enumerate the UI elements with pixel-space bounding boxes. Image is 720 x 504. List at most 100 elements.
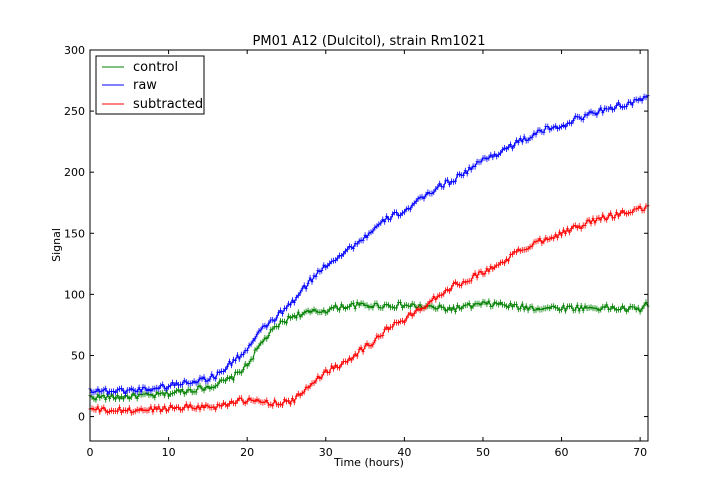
data-point-control — [129, 394, 133, 400]
data-point-subtracted — [524, 246, 528, 253]
data-point-subtracted — [349, 357, 353, 364]
data-point-control — [239, 369, 243, 376]
data-point-control — [312, 306, 316, 313]
data-point-raw — [619, 103, 622, 110]
data-point-subtracted — [157, 403, 161, 410]
data-point-raw — [330, 258, 334, 265]
data-point-control — [564, 307, 567, 314]
data-point-control — [558, 307, 562, 314]
data-point-raw — [438, 180, 442, 187]
data-point-control — [640, 305, 644, 312]
data-point-control — [349, 301, 353, 307]
data-point-subtracted — [434, 296, 438, 303]
data-point-subtracted — [94, 406, 98, 413]
data-point-raw — [161, 381, 165, 388]
data-point-raw — [326, 262, 330, 269]
data-point-raw — [267, 320, 271, 327]
data-point-raw — [94, 388, 98, 395]
data-point-subtracted — [587, 217, 591, 223]
data-point-subtracted — [92, 406, 96, 413]
data-point-control — [112, 394, 116, 401]
data-point-subtracted — [147, 407, 151, 414]
data-point-subtracted — [220, 403, 224, 410]
y-tick-label: 200 — [64, 166, 85, 179]
data-point-raw — [601, 109, 605, 116]
data-point-subtracted — [489, 263, 493, 270]
data-point-subtracted — [397, 319, 400, 326]
data-point-control — [589, 304, 593, 311]
x-tick-label: 60 — [555, 446, 569, 459]
data-point-raw — [98, 388, 102, 395]
data-point-subtracted — [571, 223, 575, 230]
data-point-subtracted — [497, 261, 501, 268]
data-point-control — [644, 299, 648, 306]
series-raw — [88, 92, 650, 397]
data-point-subtracted — [265, 397, 269, 404]
data-point-raw — [294, 294, 298, 301]
data-point-raw — [233, 357, 237, 364]
data-point-raw — [577, 114, 581, 120]
data-point-raw — [609, 104, 613, 111]
data-point-subtracted — [210, 404, 214, 411]
data-point-subtracted — [404, 315, 408, 322]
data-point-subtracted — [328, 369, 332, 376]
data-point-control — [92, 395, 96, 402]
data-point-raw — [607, 106, 611, 113]
data-point-control — [304, 308, 308, 315]
data-point-subtracted — [155, 406, 159, 413]
y-axis-title: Signal — [50, 228, 63, 262]
data-point-subtracted — [591, 215, 595, 222]
legend-subtracted-label: subtracted — [133, 97, 203, 112]
data-point-control — [292, 312, 296, 319]
data-point-raw — [300, 285, 304, 292]
data-point-control — [404, 302, 408, 308]
data-point-control — [516, 306, 520, 313]
y-tick-label: 150 — [64, 227, 85, 240]
data-point-control — [175, 387, 178, 394]
data-point-control — [544, 305, 548, 312]
data-point-raw — [597, 108, 601, 114]
data-point-subtracted — [408, 310, 412, 316]
data-point-control — [593, 305, 597, 312]
data-point-subtracted — [273, 397, 277, 404]
data-point-raw — [479, 158, 483, 165]
data-point-subtracted — [383, 326, 387, 333]
data-point-subtracted — [149, 403, 153, 410]
data-point-subtracted — [196, 402, 200, 409]
data-point-raw — [381, 216, 385, 223]
data-point-subtracted — [123, 407, 127, 414]
data-point-raw — [288, 301, 292, 308]
data-point-raw — [357, 238, 361, 245]
legend: control raw subtracted — [95, 55, 205, 115]
data-point-subtracted — [102, 404, 106, 411]
data-point-subtracted — [387, 326, 391, 333]
data-point-raw — [493, 151, 497, 158]
data-point-subtracted — [509, 251, 512, 258]
x-tick-label: 40 — [397, 446, 411, 459]
data-point-raw — [224, 366, 228, 373]
data-point-raw — [318, 268, 322, 275]
data-point-raw — [457, 171, 461, 178]
data-point-raw — [230, 362, 233, 369]
data-point-raw — [538, 127, 542, 134]
data-point-raw — [558, 124, 562, 131]
data-point-control — [231, 376, 235, 383]
data-point-control — [481, 298, 485, 305]
data-point-raw — [137, 384, 141, 391]
data-point-raw — [412, 200, 416, 207]
data-point-subtracted — [416, 305, 420, 312]
data-point-raw — [599, 104, 603, 111]
data-point-subtracted — [173, 405, 176, 412]
data-point-subtracted — [182, 404, 186, 411]
data-point-raw — [200, 375, 204, 382]
data-point-subtracted — [569, 225, 573, 232]
data-point-control — [603, 304, 607, 311]
data-point-raw — [355, 241, 359, 247]
data-point-control — [102, 392, 106, 399]
data-point-control — [151, 392, 155, 399]
data-point-control — [336, 305, 340, 312]
data-point-raw — [402, 209, 406, 215]
data-point-control — [595, 305, 599, 312]
data-point-control — [263, 334, 267, 341]
data-point-subtracted — [133, 408, 137, 415]
